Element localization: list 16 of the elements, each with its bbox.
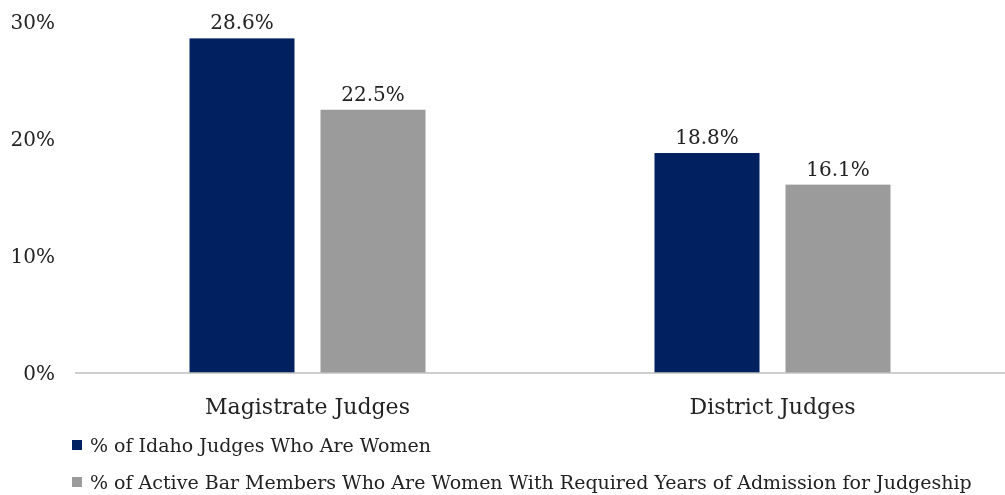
y-tick-label: 10% <box>10 244 55 268</box>
data-label: 28.6% <box>210 10 274 35</box>
bar <box>654 153 760 373</box>
y-tick-label: 30% <box>10 10 55 34</box>
legend-label: % of Active Bar Members Who Are Women With Required Years of Admission for Judgeship <box>90 470 972 493</box>
data-label: 18.8% <box>675 125 739 150</box>
bar <box>320 109 426 373</box>
x-tick-label: District Judges <box>689 394 856 419</box>
bar <box>785 184 891 373</box>
x-tick-label: Magistrate Judges <box>205 394 410 419</box>
y-tick-label: 20% <box>10 127 55 151</box>
data-label: 22.5% <box>341 81 405 106</box>
bar <box>189 38 295 373</box>
data-label: 16.1% <box>806 156 870 181</box>
legend-label: % of Idaho Judges Who Are Women <box>90 433 432 456</box>
y-tick-label: 0% <box>23 361 55 385</box>
